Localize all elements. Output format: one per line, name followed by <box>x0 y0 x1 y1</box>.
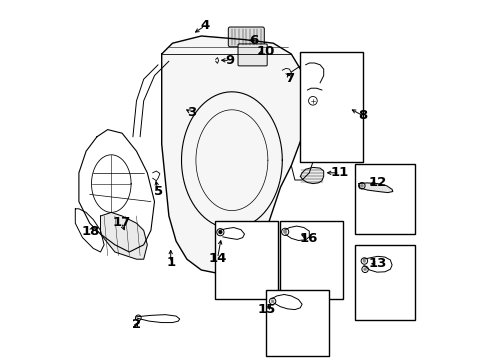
Bar <box>265 290 328 356</box>
Text: 3: 3 <box>186 106 196 119</box>
Circle shape <box>362 260 365 262</box>
Circle shape <box>218 230 222 234</box>
Text: 8: 8 <box>358 109 367 122</box>
Circle shape <box>363 268 366 271</box>
Polygon shape <box>162 36 305 274</box>
Bar <box>279 221 342 299</box>
Text: 14: 14 <box>208 252 226 265</box>
Text: 6: 6 <box>248 34 258 47</box>
Bar <box>355 164 414 234</box>
Text: 12: 12 <box>368 176 386 189</box>
FancyBboxPatch shape <box>228 27 264 47</box>
Polygon shape <box>300 167 323 184</box>
Text: 4: 4 <box>200 19 209 32</box>
Circle shape <box>270 300 273 303</box>
Text: 7: 7 <box>285 72 293 85</box>
Bar <box>300 52 363 162</box>
Text: 13: 13 <box>368 257 386 270</box>
Text: 17: 17 <box>112 216 130 229</box>
Text: 10: 10 <box>256 45 274 58</box>
Text: 11: 11 <box>330 166 348 179</box>
Bar <box>215 221 277 299</box>
Text: 1: 1 <box>166 256 175 269</box>
Circle shape <box>360 184 363 187</box>
Bar <box>355 245 414 320</box>
Circle shape <box>283 230 286 234</box>
Text: 16: 16 <box>299 232 317 245</box>
Polygon shape <box>101 212 147 259</box>
Polygon shape <box>358 183 392 193</box>
Text: 15: 15 <box>257 303 275 316</box>
Text: 18: 18 <box>81 225 100 238</box>
Text: 5: 5 <box>153 185 163 198</box>
FancyBboxPatch shape <box>238 44 266 66</box>
Text: 9: 9 <box>225 54 234 67</box>
Text: 2: 2 <box>132 318 141 331</box>
